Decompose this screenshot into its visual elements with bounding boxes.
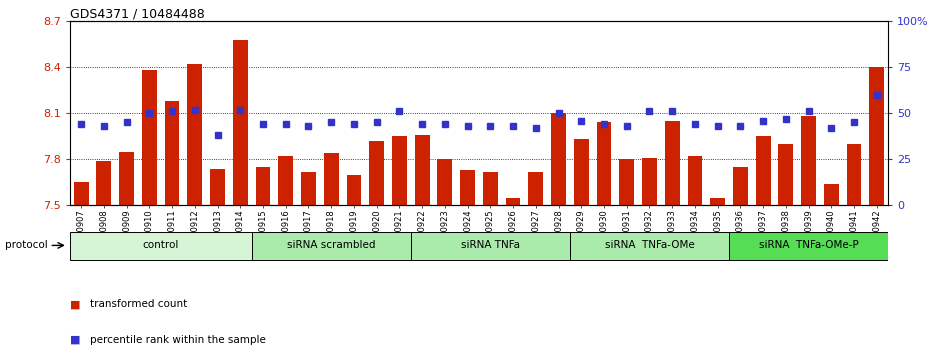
- Bar: [165, 101, 179, 205]
- Text: siRNA  TNFa-OMe: siRNA TNFa-OMe: [604, 240, 695, 250]
- Bar: [119, 152, 134, 205]
- Bar: [210, 169, 225, 205]
- Text: siRNA  TNFa-OMe-P: siRNA TNFa-OMe-P: [759, 240, 858, 250]
- Text: GDS4371 / 10484488: GDS4371 / 10484488: [70, 7, 205, 20]
- Bar: [483, 172, 498, 205]
- Bar: [97, 161, 112, 205]
- Bar: [824, 184, 839, 205]
- Bar: [711, 198, 725, 205]
- Bar: [324, 153, 339, 205]
- Bar: [596, 122, 611, 205]
- Bar: [415, 135, 430, 205]
- Bar: [369, 141, 384, 205]
- Bar: [460, 170, 475, 205]
- Text: ■: ■: [70, 335, 80, 345]
- Bar: [278, 156, 293, 205]
- Text: control: control: [142, 240, 179, 250]
- Bar: [870, 67, 884, 205]
- Bar: [665, 121, 680, 205]
- Bar: [256, 167, 271, 205]
- Text: transformed count: transformed count: [90, 299, 188, 309]
- Bar: [619, 159, 634, 205]
- Bar: [301, 172, 316, 205]
- Bar: [187, 64, 202, 205]
- Bar: [528, 172, 543, 205]
- Bar: [392, 136, 406, 205]
- Bar: [506, 198, 521, 205]
- FancyBboxPatch shape: [70, 232, 252, 261]
- FancyBboxPatch shape: [252, 232, 411, 261]
- Text: ■: ■: [70, 299, 80, 309]
- Bar: [73, 182, 88, 205]
- Bar: [642, 158, 657, 205]
- Bar: [846, 144, 861, 205]
- FancyBboxPatch shape: [729, 232, 888, 261]
- Bar: [347, 175, 361, 205]
- Bar: [574, 139, 589, 205]
- Bar: [801, 116, 816, 205]
- Bar: [142, 70, 156, 205]
- Text: percentile rank within the sample: percentile rank within the sample: [90, 335, 266, 345]
- FancyBboxPatch shape: [411, 232, 570, 261]
- Bar: [551, 113, 565, 205]
- Bar: [778, 144, 793, 205]
- Bar: [733, 167, 748, 205]
- Text: protocol: protocol: [5, 240, 47, 250]
- FancyBboxPatch shape: [570, 232, 729, 261]
- Text: siRNA TNFa: siRNA TNFa: [461, 240, 520, 250]
- Text: siRNA scrambled: siRNA scrambled: [287, 240, 376, 250]
- Bar: [437, 159, 452, 205]
- Bar: [687, 156, 702, 205]
- Bar: [232, 40, 247, 205]
- Bar: [756, 136, 770, 205]
